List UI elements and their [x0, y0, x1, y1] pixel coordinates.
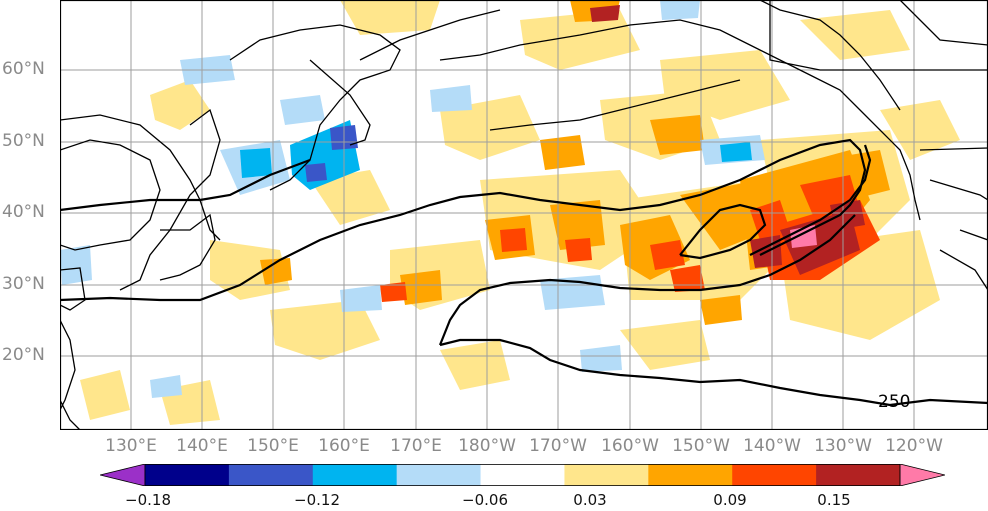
latitude-label: 50°N: [2, 131, 45, 151]
longitude-label: 150°W: [672, 436, 730, 456]
colorbar-tick-label: −0.12: [294, 491, 340, 509]
longitude-label: 170°E: [390, 436, 442, 456]
colorbar-segment: [732, 464, 817, 486]
latitude-label: 40°N: [2, 202, 45, 222]
longitude-label: 160°W: [601, 436, 659, 456]
colorbar-tick-label: −0.18: [125, 491, 171, 509]
contour-value-label: 250: [878, 392, 910, 412]
latitude-label: 60°N: [2, 59, 45, 79]
colorbar-segment: [312, 464, 398, 486]
colorbar-border: [144, 464, 901, 486]
longitude-label: 120°W: [885, 436, 943, 456]
colorbar-segment: [816, 464, 901, 486]
colorbar-tick-label: 0.09: [713, 491, 747, 509]
colorbar-extend-low: [100, 464, 146, 486]
longitude-label: 180°W: [458, 436, 516, 456]
latitude-label: 30°N: [2, 274, 45, 294]
colorbar-segment: [145, 464, 230, 486]
colorbar-tick-label: 0.15: [817, 491, 851, 509]
colorbar-segment: [228, 464, 314, 486]
colorbar: [100, 464, 945, 486]
colorbar-segment: [564, 464, 649, 486]
map-panel: 250: [60, 0, 988, 430]
geopotential-contours: [60, 138, 988, 407]
colorbar-segment: [648, 464, 733, 486]
longitude-label: 150°E: [247, 436, 299, 456]
longitude-label: 140°E: [176, 436, 228, 456]
colorbar-tick-label: −0.06: [462, 491, 508, 509]
longitude-label: 130°W: [814, 436, 872, 456]
longitude-label: 140°W: [743, 436, 801, 456]
longitude-label: 130°E: [105, 436, 157, 456]
colorbar-segment: [396, 464, 482, 486]
colorbar-extend-high: [899, 464, 945, 486]
longitude-label: 170°W: [529, 436, 587, 456]
latitude-label: 20°N: [2, 345, 45, 365]
colorbar-tick-label: 0.03: [573, 491, 607, 509]
longitude-label: 160°E: [318, 436, 370, 456]
colorbar-segment: [480, 464, 565, 486]
